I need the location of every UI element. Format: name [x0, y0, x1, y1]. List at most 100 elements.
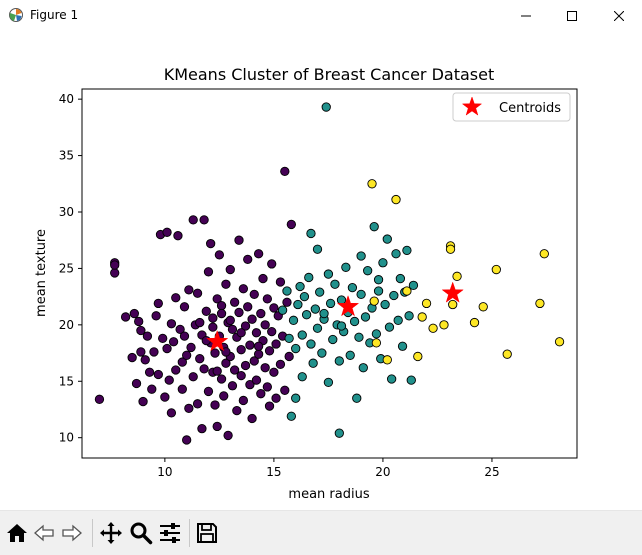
data-point-cluster-2: [478, 302, 488, 312]
save-floppy-icon[interactable]: [195, 521, 219, 545]
data-point-cluster-0: [219, 391, 229, 401]
data-point-cluster-0: [179, 302, 190, 312]
home-icon[interactable]: [5, 521, 29, 545]
data-point-cluster-0: [177, 357, 187, 367]
data-point-cluster-0: [223, 430, 233, 441]
data-point-cluster-0: [256, 308, 266, 319]
centroid-star: [206, 330, 229, 352]
data-point-cluster-0: [229, 365, 240, 375]
data-point-cluster-0: [208, 322, 218, 332]
data-point-cluster-0: [280, 166, 290, 177]
data-point-cluster-0: [171, 293, 181, 303]
minimize-button[interactable]: [503, 0, 549, 31]
data-point-cluster-0: [249, 356, 259, 366]
zoom-magnifier-icon[interactable]: [129, 521, 153, 545]
data-point-cluster-2: [367, 179, 377, 189]
legend-label-centroids: Centroids: [499, 101, 561, 116]
y-tick-label: 20: [59, 318, 74, 332]
data-point-cluster-0: [227, 324, 238, 335]
data-point-cluster-0: [151, 311, 161, 321]
x-tick-label: 15: [266, 465, 281, 479]
data-point-cluster-0: [186, 342, 196, 353]
x-axis: 10 15 20 25: [157, 458, 500, 479]
data-point-cluster-1: [291, 343, 301, 354]
data-point-cluster-0: [136, 325, 146, 336]
data-point-cluster-1: [312, 244, 323, 254]
data-point-cluster-1: [389, 290, 399, 301]
back-arrow-icon[interactable]: [32, 521, 56, 545]
data-point-cluster-0: [188, 215, 198, 225]
figure-canvas: KMeans Cluster of Breast Cancer Dataset …: [0, 31, 642, 510]
data-point-cluster-2: [413, 351, 423, 362]
data-point-cluster-1: [404, 311, 414, 321]
y-axis-label: mean texture: [34, 229, 49, 317]
data-point-cluster-2: [491, 264, 501, 275]
data-point-cluster-0: [206, 238, 216, 249]
data-point-cluster-0: [225, 315, 235, 325]
legend-box: [452, 92, 571, 122]
maximize-button[interactable]: [549, 0, 595, 31]
data-point-cluster-0: [238, 395, 249, 406]
data-point-cluster-0: [221, 358, 231, 368]
data-point-cluster-0: [234, 307, 244, 318]
data-point-cluster-0: [127, 352, 137, 363]
data-point-cluster-0: [184, 403, 194, 413]
data-point-cluster-0: [284, 351, 294, 362]
data-point-cluster-0: [164, 375, 174, 385]
matplotlib-figure-icon: [9, 8, 23, 22]
data-point-cluster-1: [363, 266, 373, 276]
data-point-cluster-1: [345, 350, 355, 360]
data-point-cluster-0: [216, 374, 227, 384]
y-tick-label: 10: [59, 431, 74, 445]
data-point-cluster-0: [262, 294, 273, 304]
data-point-cluster-0: [131, 378, 142, 389]
data-point-cluster-0: [271, 339, 281, 349]
data-point-cluster-0: [212, 366, 222, 376]
window-title: Figure 1: [30, 8, 79, 22]
data-point-cluster-0: [262, 382, 273, 392]
data-point-cluster-0: [210, 348, 220, 358]
data-point-cluster-1: [323, 269, 334, 279]
data-point-cluster-1: [293, 299, 303, 310]
data-point-cluster-0: [240, 360, 251, 371]
data-point-cluster-2: [402, 286, 412, 296]
maximize-icon: [567, 10, 577, 21]
data-point-cluster-1: [356, 289, 366, 300]
data-point-cluster-0: [258, 273, 268, 284]
close-button[interactable]: [596, 0, 642, 31]
data-point-cluster-0: [153, 298, 163, 309]
data-point-cluster-1: [323, 377, 334, 388]
points-layer: [94, 102, 565, 445]
data-point-cluster-0: [203, 386, 214, 397]
data-point-cluster-1: [371, 329, 382, 339]
data-point-cluster-0: [162, 227, 172, 237]
data-point-cluster-0: [192, 288, 203, 298]
data-point-cluster-1: [352, 393, 362, 403]
pan-move-icon[interactable]: [99, 521, 123, 545]
data-point-cluster-0: [171, 365, 181, 375]
data-point-cluster-2: [535, 298, 545, 309]
configure-subplots-icon[interactable]: [158, 521, 182, 545]
data-point-cluster-0: [243, 254, 253, 265]
data-point-cluster-2: [539, 249, 549, 259]
data-point-cluster-0: [188, 372, 198, 382]
y-tick-label: 40: [59, 92, 74, 106]
data-point-cluster-1: [391, 249, 401, 259]
data-point-cluster-0: [236, 328, 246, 338]
data-point-cluster-0: [251, 328, 262, 338]
data-point-cluster-1: [291, 393, 301, 403]
forward-arrow-icon[interactable]: [60, 521, 84, 545]
data-point-cluster-1: [295, 281, 305, 292]
data-point-cluster-1: [356, 251, 366, 261]
data-point-cluster-0: [264, 346, 275, 356]
data-point-cluster-1: [308, 358, 318, 368]
data-point-cluster-1: [347, 282, 358, 293]
data-point-cluster-0: [195, 317, 205, 328]
data-point-cluster-2: [382, 355, 392, 365]
data-point-cluster-0: [175, 324, 185, 335]
y-tick-label: 15: [59, 374, 74, 388]
data-point-cluster-0: [201, 306, 211, 316]
data-point-cluster-0: [144, 367, 155, 377]
data-point-cluster-2: [421, 298, 432, 309]
data-point-cluster-1: [286, 411, 296, 421]
